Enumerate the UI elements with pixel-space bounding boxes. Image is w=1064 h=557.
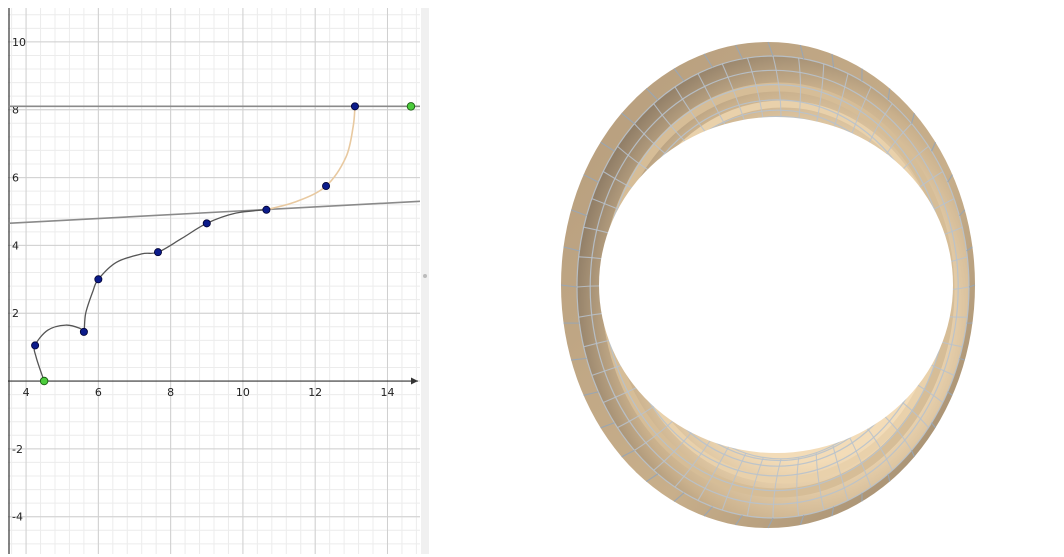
rim-tick (560, 284, 578, 288)
rim-tick (799, 44, 805, 59)
rim-tick (645, 88, 659, 101)
rim-tick (911, 450, 915, 458)
mesh-radial (721, 63, 747, 125)
rim-tick (799, 514, 805, 526)
ring-hole (599, 117, 953, 453)
rim-tick (959, 209, 966, 216)
rim-tick (571, 357, 587, 361)
x-tick-label: 4 (23, 386, 30, 399)
rim-tick (600, 141, 615, 152)
x-tick-label: 10 (236, 386, 250, 399)
control-point[interactable] (79, 327, 88, 336)
mesh-radial (815, 63, 825, 125)
rim-tick (931, 141, 936, 152)
minor-grid (8, 8, 420, 554)
mesh-radial (832, 445, 849, 501)
rim-tick (931, 422, 936, 429)
endpoint[interactable] (406, 102, 416, 111)
x-axis-arrow (411, 377, 418, 385)
rim-tick (767, 41, 774, 57)
mesh-radial (848, 435, 872, 488)
control-point[interactable] (322, 182, 331, 191)
control-point[interactable] (153, 248, 162, 257)
rim-tick (583, 174, 599, 183)
rim-tick (621, 449, 635, 458)
y-tick-label: -4 (12, 511, 23, 524)
rim-tick (703, 506, 713, 517)
rim-tick (968, 284, 976, 288)
control-point[interactable] (202, 219, 211, 228)
x-tick-label: 6 (95, 386, 102, 399)
y-tick-label: 6 (12, 172, 19, 185)
rim-tick (911, 113, 915, 124)
y-tick-label: 10 (12, 36, 26, 49)
rim-tick (966, 246, 973, 252)
curves (33, 106, 356, 382)
y-tick-label: -2 (12, 443, 23, 456)
rim-tick (570, 209, 587, 217)
endpoint[interactable] (39, 376, 49, 386)
mesh-radial (772, 458, 782, 519)
mesh-radial (746, 457, 764, 517)
x-tick-label: 14 (380, 386, 394, 399)
rim-tick (831, 53, 835, 68)
rim-tick (673, 68, 685, 82)
control-point[interactable] (94, 275, 103, 284)
rim-tick (703, 53, 713, 68)
points (31, 102, 416, 386)
mesh-ring (589, 69, 959, 505)
rim-tick (959, 357, 966, 361)
rim-tick (600, 422, 615, 429)
rim-tick (947, 174, 953, 183)
rim-tick (563, 246, 580, 252)
x-tick-label: 12 (308, 386, 322, 399)
curve-light (266, 106, 356, 211)
mesh-radial (798, 57, 802, 121)
mesh-radial (697, 445, 730, 501)
rim-tick (583, 391, 599, 396)
ring-render (560, 41, 976, 529)
tick-labels: 4 6 8 10 12 14 -4 -2 2 4 6 8 10 (12, 36, 394, 524)
scroll-handle[interactable] (423, 274, 427, 278)
rim-tick (887, 473, 891, 482)
rim-tick (673, 492, 685, 502)
mesh-radial (796, 457, 800, 517)
y-tick-label: 8 (12, 104, 19, 117)
mesh-radial (772, 55, 782, 120)
rim-tick (887, 88, 891, 101)
rim-tick (735, 514, 743, 526)
axes (8, 8, 418, 554)
y-tick-label: 2 (12, 307, 19, 320)
rim-tick (621, 112, 635, 125)
control-point[interactable] (262, 205, 271, 214)
x-tick-label: 8 (167, 386, 174, 399)
mesh-radial (746, 57, 764, 121)
y-tick-label: 4 (12, 239, 19, 252)
rim-tick (646, 473, 659, 483)
tangent-line (8, 200, 420, 225)
graph-panel: 4 6 8 10 12 14 -4 -2 2 4 6 8 10 (8, 8, 429, 554)
major-grid (8, 8, 420, 554)
graph-scrollbar[interactable] (421, 8, 429, 554)
curve-dark (33, 209, 267, 382)
rim-tick (767, 517, 774, 529)
rim-tick (947, 391, 953, 396)
control-point[interactable] (31, 341, 40, 350)
mesh-radial (721, 452, 747, 511)
mesh-radial (815, 453, 825, 511)
mesh-radial (674, 435, 714, 488)
rim-tick (831, 506, 835, 517)
rim-tick (735, 44, 743, 60)
control-point[interactable] (350, 102, 359, 111)
